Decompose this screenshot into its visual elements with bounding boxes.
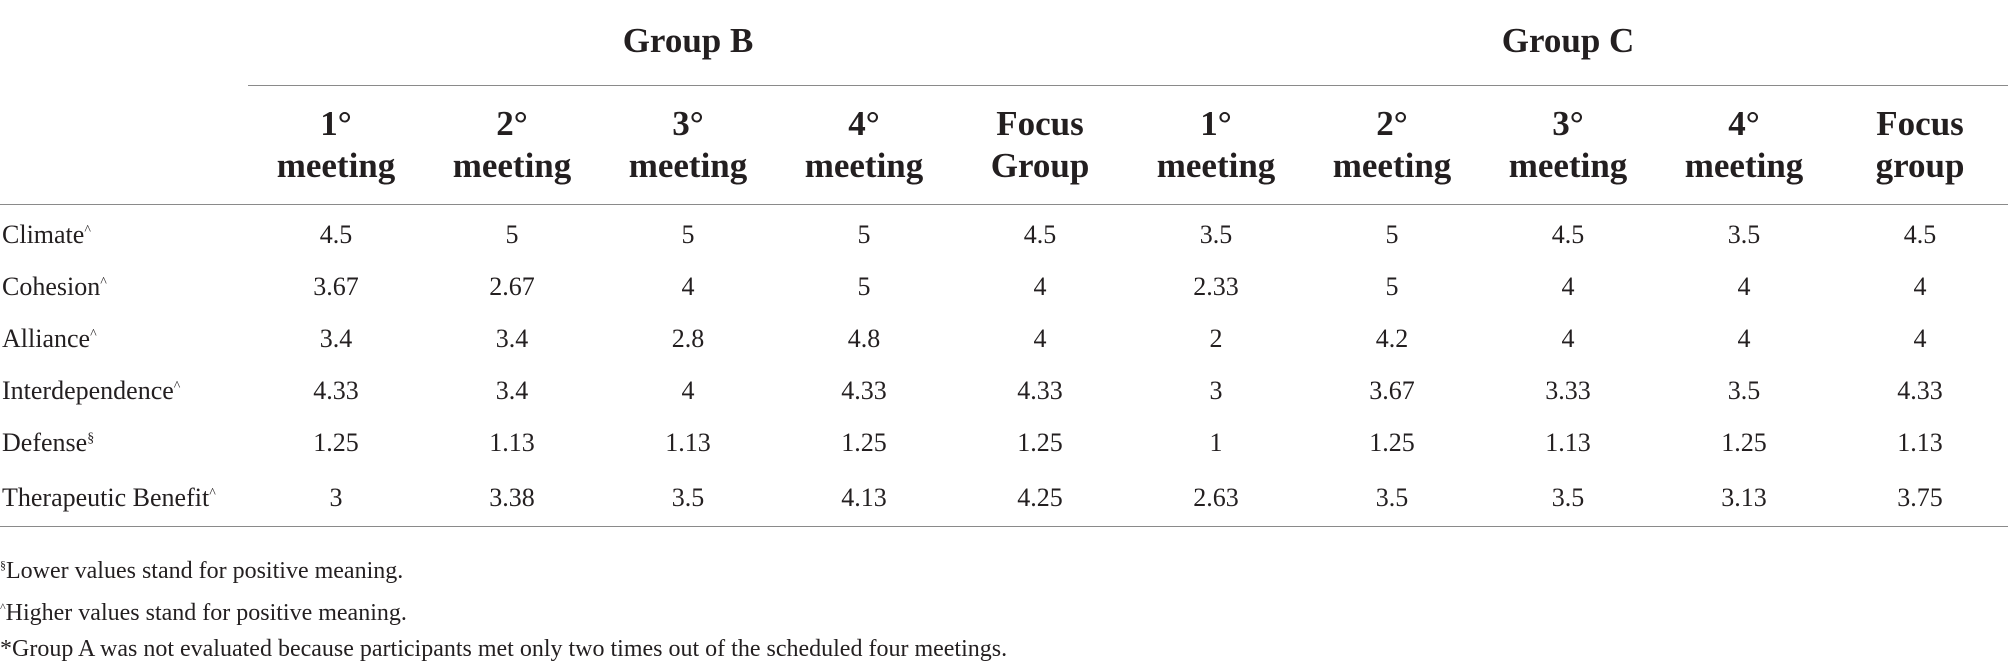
- cell: 3.5: [1727, 220, 1761, 249]
- table-row: Climate^ 4.5 5 5 5 4.5 3.5 5 4.5 3.5 4.5: [0, 205, 2008, 262]
- col-header-b-2: 2° meeting: [424, 86, 600, 205]
- group-c-header: Group C: [1501, 20, 1635, 60]
- cell: 5: [681, 220, 695, 249]
- footnote-lower-values: §Lower values stand for positive meaning…: [0, 558, 404, 584]
- group-header-row: Group B Group C: [0, 0, 2008, 86]
- cell: 2.67: [489, 272, 535, 301]
- cell: 3: [248, 469, 424, 527]
- cell: 3.38: [424, 469, 600, 527]
- col-header-c-focus: Focus group: [1832, 86, 2008, 205]
- cell: 4.33: [1897, 376, 1943, 405]
- row-label: Therapeutic Benefit^: [0, 469, 248, 527]
- cell: 1.13: [489, 428, 535, 457]
- cell: 5: [857, 220, 871, 249]
- cell: 4: [1561, 324, 1575, 353]
- cell: 3.75: [1832, 469, 2008, 527]
- cell: 4.5: [1023, 220, 1057, 249]
- cell: 4: [1737, 272, 1751, 301]
- cell: 2.33: [1193, 272, 1239, 301]
- col-header-c-2: 2° meeting: [1304, 86, 1481, 205]
- footnote-group-a: *Group A was not evaluated because parti…: [0, 636, 1008, 662]
- cell: 5: [505, 220, 519, 249]
- cell: 3.5: [1480, 469, 1657, 527]
- group-rule: [248, 85, 2008, 86]
- cell: 4: [1913, 272, 1927, 301]
- row-label-header: [0, 86, 248, 205]
- row-label: Climate^: [2, 220, 91, 249]
- cell: 4: [1033, 272, 1047, 301]
- cell: 4: [681, 272, 695, 301]
- cell: 1: [1209, 428, 1223, 457]
- cell: 3.5: [1304, 469, 1481, 527]
- footnote-higher-values: ^Higher values stand for positive meanin…: [0, 600, 407, 626]
- cell: 3.4: [495, 376, 529, 405]
- cell: 2.8: [671, 324, 705, 353]
- cell: 4: [1913, 324, 1927, 353]
- cell: 4.13: [776, 469, 952, 527]
- cell: 4: [681, 376, 695, 405]
- cell: 4.33: [841, 376, 887, 405]
- cell: 3.67: [1369, 376, 1415, 405]
- cell: 5: [857, 272, 871, 301]
- cell: 3.4: [495, 324, 529, 353]
- table-row: Defense§ 1.25 1.13 1.13 1.25 1.25 1 1.25…: [0, 417, 2008, 469]
- cell: 4.5: [1903, 220, 1937, 249]
- table-row: Cohesion^ 3.67 2.67 4 5 4 2.33 5 4 4 4: [0, 261, 2008, 313]
- group-rule-row: [0, 85, 2008, 86]
- cell: 4.5: [1551, 220, 1585, 249]
- table-row: Alliance^ 3.4 3.4 2.8 4.8 4 2 4.2 4 4 4: [0, 313, 2008, 365]
- cell: 5: [1385, 220, 1399, 249]
- table-body: Climate^ 4.5 5 5 5 4.5 3.5 5 4.5 3.5 4.5…: [0, 205, 2008, 527]
- col-header-c-1: 1° meeting: [1128, 86, 1305, 205]
- group-b-header: Group B: [622, 20, 754, 60]
- col-header-b-3: 3° meeting: [600, 86, 776, 205]
- corner-cell: [0, 0, 248, 86]
- results-table: Group B Group C 1° meeting 2° meeting 3° me…: [0, 0, 2008, 527]
- cell: 3.67: [313, 272, 359, 301]
- cell: 1.13: [1897, 428, 1943, 457]
- row-label: Defense§: [2, 428, 95, 457]
- cell: 3.5: [1199, 220, 1233, 249]
- cell: 3: [1209, 376, 1223, 405]
- cell: 4: [1737, 324, 1751, 353]
- cell: 3.5: [1727, 376, 1761, 405]
- table-row: Therapeutic Benefit^ 3 3.38 3.5 4.13 4.2…: [0, 469, 2008, 527]
- cell: 2: [1209, 324, 1223, 353]
- cell: 4.25: [952, 469, 1129, 527]
- cell: 4.8: [847, 324, 881, 353]
- cell: 5: [1385, 272, 1399, 301]
- col-header-c-4: 4° meeting: [1656, 86, 1833, 205]
- col-header-c-3: 3° meeting: [1480, 86, 1657, 205]
- cell: 3.4: [319, 324, 353, 353]
- subheader-row: 1° meeting 2° meeting 3° meeting 4° meeting …: [0, 86, 2008, 205]
- cell: 1.25: [1369, 428, 1415, 457]
- col-header-b-focus: Focus Group: [952, 86, 1129, 205]
- table-row: Interdependence^ 4.33 3.4 4 4.33 4.33 3 …: [0, 365, 2008, 417]
- cell: 1.13: [665, 428, 711, 457]
- cell: 1.13: [1545, 428, 1591, 457]
- table-footnotes: §Lower values stand for positive meaning…: [0, 547, 1007, 667]
- cell: 1.25: [1017, 428, 1063, 457]
- cell: 4.33: [313, 376, 359, 405]
- cell: 1.25: [841, 428, 887, 457]
- cell: 1.25: [313, 428, 359, 457]
- col-header-b-4: 4° meeting: [776, 86, 952, 205]
- cell: 4.5: [319, 220, 353, 249]
- cell: 4.2: [1375, 324, 1409, 353]
- col-header-b-1: 1° meeting: [248, 86, 424, 205]
- row-label: Interdependence^: [2, 376, 181, 405]
- cell: 4: [1033, 324, 1047, 353]
- cell: 4.33: [1017, 376, 1063, 405]
- cell: 3.33: [1545, 376, 1591, 405]
- cell: 4: [1561, 272, 1575, 301]
- cell: 3.5: [600, 469, 776, 527]
- row-label: Alliance^: [2, 324, 97, 353]
- row-label: Cohesion^: [2, 272, 107, 301]
- cell: 2.63: [1128, 469, 1305, 527]
- cell: 3.13: [1656, 469, 1833, 527]
- cell: 1.25: [1721, 428, 1767, 457]
